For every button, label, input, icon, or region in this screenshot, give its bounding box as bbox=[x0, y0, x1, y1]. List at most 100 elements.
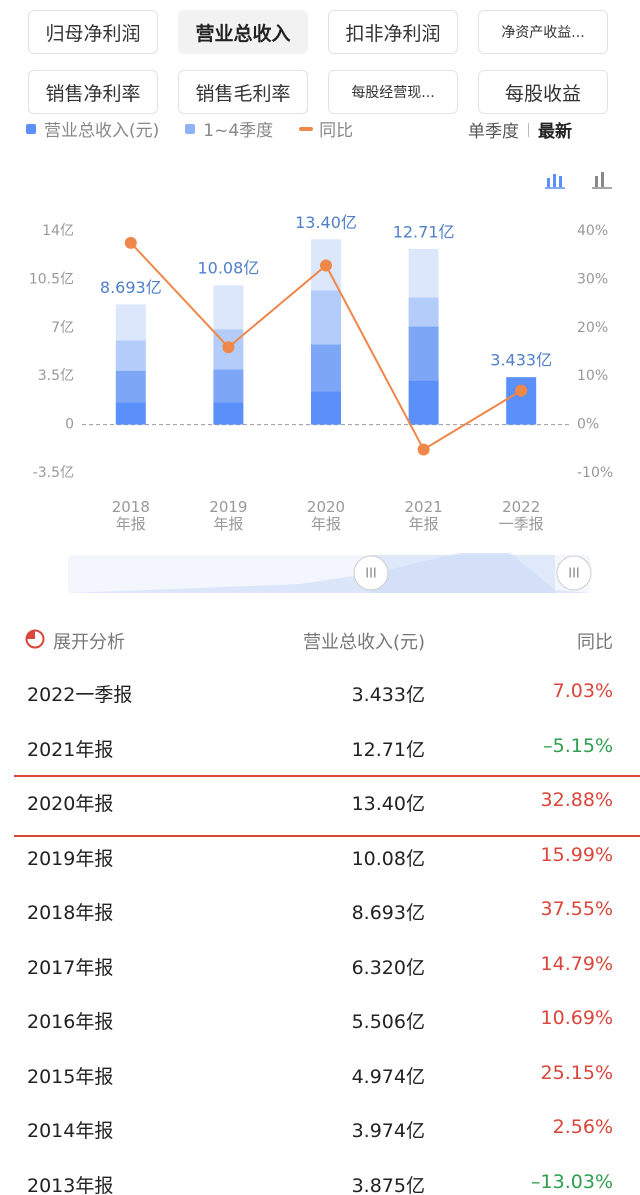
revenue: 10.08亿 bbox=[351, 847, 425, 870]
bar-segment bbox=[115, 304, 146, 341]
period: 2013年报 bbox=[27, 1174, 114, 1195]
legend-label: 1~4季度 bbox=[203, 122, 274, 141]
yoy: 37.55% bbox=[540, 898, 613, 920]
legend-label: 营业总收入(元) bbox=[44, 122, 160, 141]
bar-segment bbox=[213, 285, 244, 330]
revenue: 13.40亿 bbox=[351, 793, 425, 815]
bar-segment bbox=[408, 326, 439, 381]
revenue: 3.433亿 bbox=[351, 684, 425, 706]
bar-segment bbox=[311, 344, 341, 392]
chart-controls: 单季度 最新 bbox=[468, 122, 572, 142]
legend: 营业总收入(元) 1~4季度 同比 bbox=[26, 122, 626, 144]
revenue: 3.875亿 bbox=[351, 1174, 425, 1195]
tab[interactable]: 净资产收益... bbox=[478, 10, 608, 54]
y-tick-label: -3.5亿 bbox=[33, 465, 74, 481]
x-tick-label: 2022 一季报 bbox=[498, 498, 544, 533]
y-tick-label: 0 bbox=[65, 417, 74, 433]
yoy: 14.79% bbox=[540, 952, 613, 975]
revenue: 6.320亿 bbox=[351, 956, 425, 979]
bar-segment bbox=[115, 402, 146, 425]
chart: III III -3.5亿 0 3.5亿 7亿 10.5亿 14亿 -10% 0% 10% 20%… bbox=[29, 172, 613, 593]
selection-line bbox=[14, 835, 640, 837]
period: 2015年报 bbox=[27, 1065, 114, 1088]
legend-marker bbox=[185, 123, 196, 134]
line-point bbox=[320, 259, 332, 272]
range-slider[interactable]: III III bbox=[68, 553, 592, 593]
bar-segment bbox=[506, 377, 537, 425]
y-tick-label: 10.5亿 bbox=[29, 271, 74, 287]
expand-icon[interactable] bbox=[25, 629, 47, 651]
legend-marker bbox=[299, 126, 314, 131]
period: 2019年报 bbox=[27, 847, 114, 870]
y2-tick-label: 30% bbox=[577, 271, 608, 287]
yoy: 15.99% bbox=[540, 843, 613, 866]
y-tick-label: 7亿 bbox=[51, 320, 74, 336]
legend-marker bbox=[26, 123, 36, 134]
yoy: 10.69% bbox=[540, 1007, 613, 1029]
bar-segment bbox=[311, 391, 341, 425]
revenue: 3.974亿 bbox=[351, 1120, 425, 1142]
y-tick-label: 3.5亿 bbox=[38, 368, 74, 384]
line-point bbox=[515, 384, 528, 397]
header-cell: 营业总收入(元) bbox=[302, 632, 425, 653]
period: 2022一季报 bbox=[27, 684, 133, 706]
period: 2014年报 bbox=[27, 1120, 114, 1142]
legend-label: 同比 bbox=[319, 122, 354, 141]
revenue: 12.71亿 bbox=[351, 738, 425, 761]
header-cell[interactable]: 展开分析 bbox=[53, 632, 125, 653]
yoy: 32.88% bbox=[540, 789, 613, 811]
line-point bbox=[222, 341, 235, 354]
y-tick-label: 14亿 bbox=[42, 223, 74, 239]
total-label: 12.71亿 bbox=[393, 222, 455, 241]
selection-line bbox=[14, 775, 640, 777]
yoy: 7.03% bbox=[552, 680, 613, 702]
period: 2018年报 bbox=[27, 902, 114, 924]
legend-item: 营业总收入(元) bbox=[26, 122, 159, 141]
tab[interactable]: 销售净利率 bbox=[28, 70, 158, 114]
bar-segment bbox=[408, 380, 439, 425]
legend-item: 1~4季度 bbox=[185, 122, 273, 141]
y2-tick-label: 0% bbox=[577, 417, 599, 433]
revenue: 5.506亿 bbox=[351, 1011, 425, 1033]
tab[interactable]: 归母净利润 bbox=[28, 10, 158, 54]
tab[interactable]: 销售毛利率 bbox=[178, 70, 308, 114]
y2-tick-label: -10% bbox=[577, 465, 613, 481]
control[interactable]: 最新 bbox=[538, 122, 572, 142]
line-point bbox=[417, 443, 430, 456]
bar-segment bbox=[115, 340, 146, 371]
total-label: 10.08亿 bbox=[197, 259, 259, 278]
svg-text:III: III bbox=[365, 567, 377, 582]
period: 2021年报 bbox=[27, 738, 114, 761]
tab[interactable]: 每股经营现... bbox=[328, 70, 458, 114]
control[interactable]: 单季度 bbox=[468, 122, 519, 142]
legend-item: 同比 bbox=[299, 122, 353, 141]
yoy: 25.15% bbox=[540, 1061, 613, 1084]
period: 2020年报 bbox=[27, 793, 114, 815]
y2-tick-label: 10% bbox=[577, 368, 608, 384]
tab[interactable]: 每股收益 bbox=[478, 70, 608, 114]
line-point bbox=[124, 236, 137, 249]
total-label: 13.40亿 bbox=[295, 213, 357, 232]
tab[interactable]: 营业总收入 bbox=[178, 10, 308, 54]
yoy: 2.56% bbox=[552, 1116, 613, 1138]
total-label: 8.693亿 bbox=[100, 278, 162, 297]
bar-segment bbox=[213, 402, 244, 425]
svg-text:III: III bbox=[568, 567, 580, 582]
x-tick-label: 2020 年报 bbox=[306, 498, 346, 533]
x-tick-label: 2021 年报 bbox=[404, 498, 443, 533]
x-tick-label: 2018 年报 bbox=[111, 498, 150, 533]
revenue: 4.974亿 bbox=[351, 1065, 425, 1088]
bar-segment bbox=[213, 369, 244, 403]
y2-tick-label: 20% bbox=[577, 320, 608, 336]
yoy: –5.15% bbox=[543, 734, 613, 757]
total-label: 3.433亿 bbox=[490, 351, 552, 370]
tab[interactable]: 扣非净利润 bbox=[328, 10, 458, 54]
bar-segment bbox=[408, 248, 439, 298]
chart-type-icons bbox=[545, 172, 612, 189]
yoy: –13.03% bbox=[531, 1170, 613, 1193]
header-cell: 同比 bbox=[577, 632, 613, 653]
x-tick-label: 2019 年报 bbox=[209, 498, 248, 533]
bar-segment bbox=[408, 297, 439, 327]
period: 2017年报 bbox=[27, 956, 114, 979]
